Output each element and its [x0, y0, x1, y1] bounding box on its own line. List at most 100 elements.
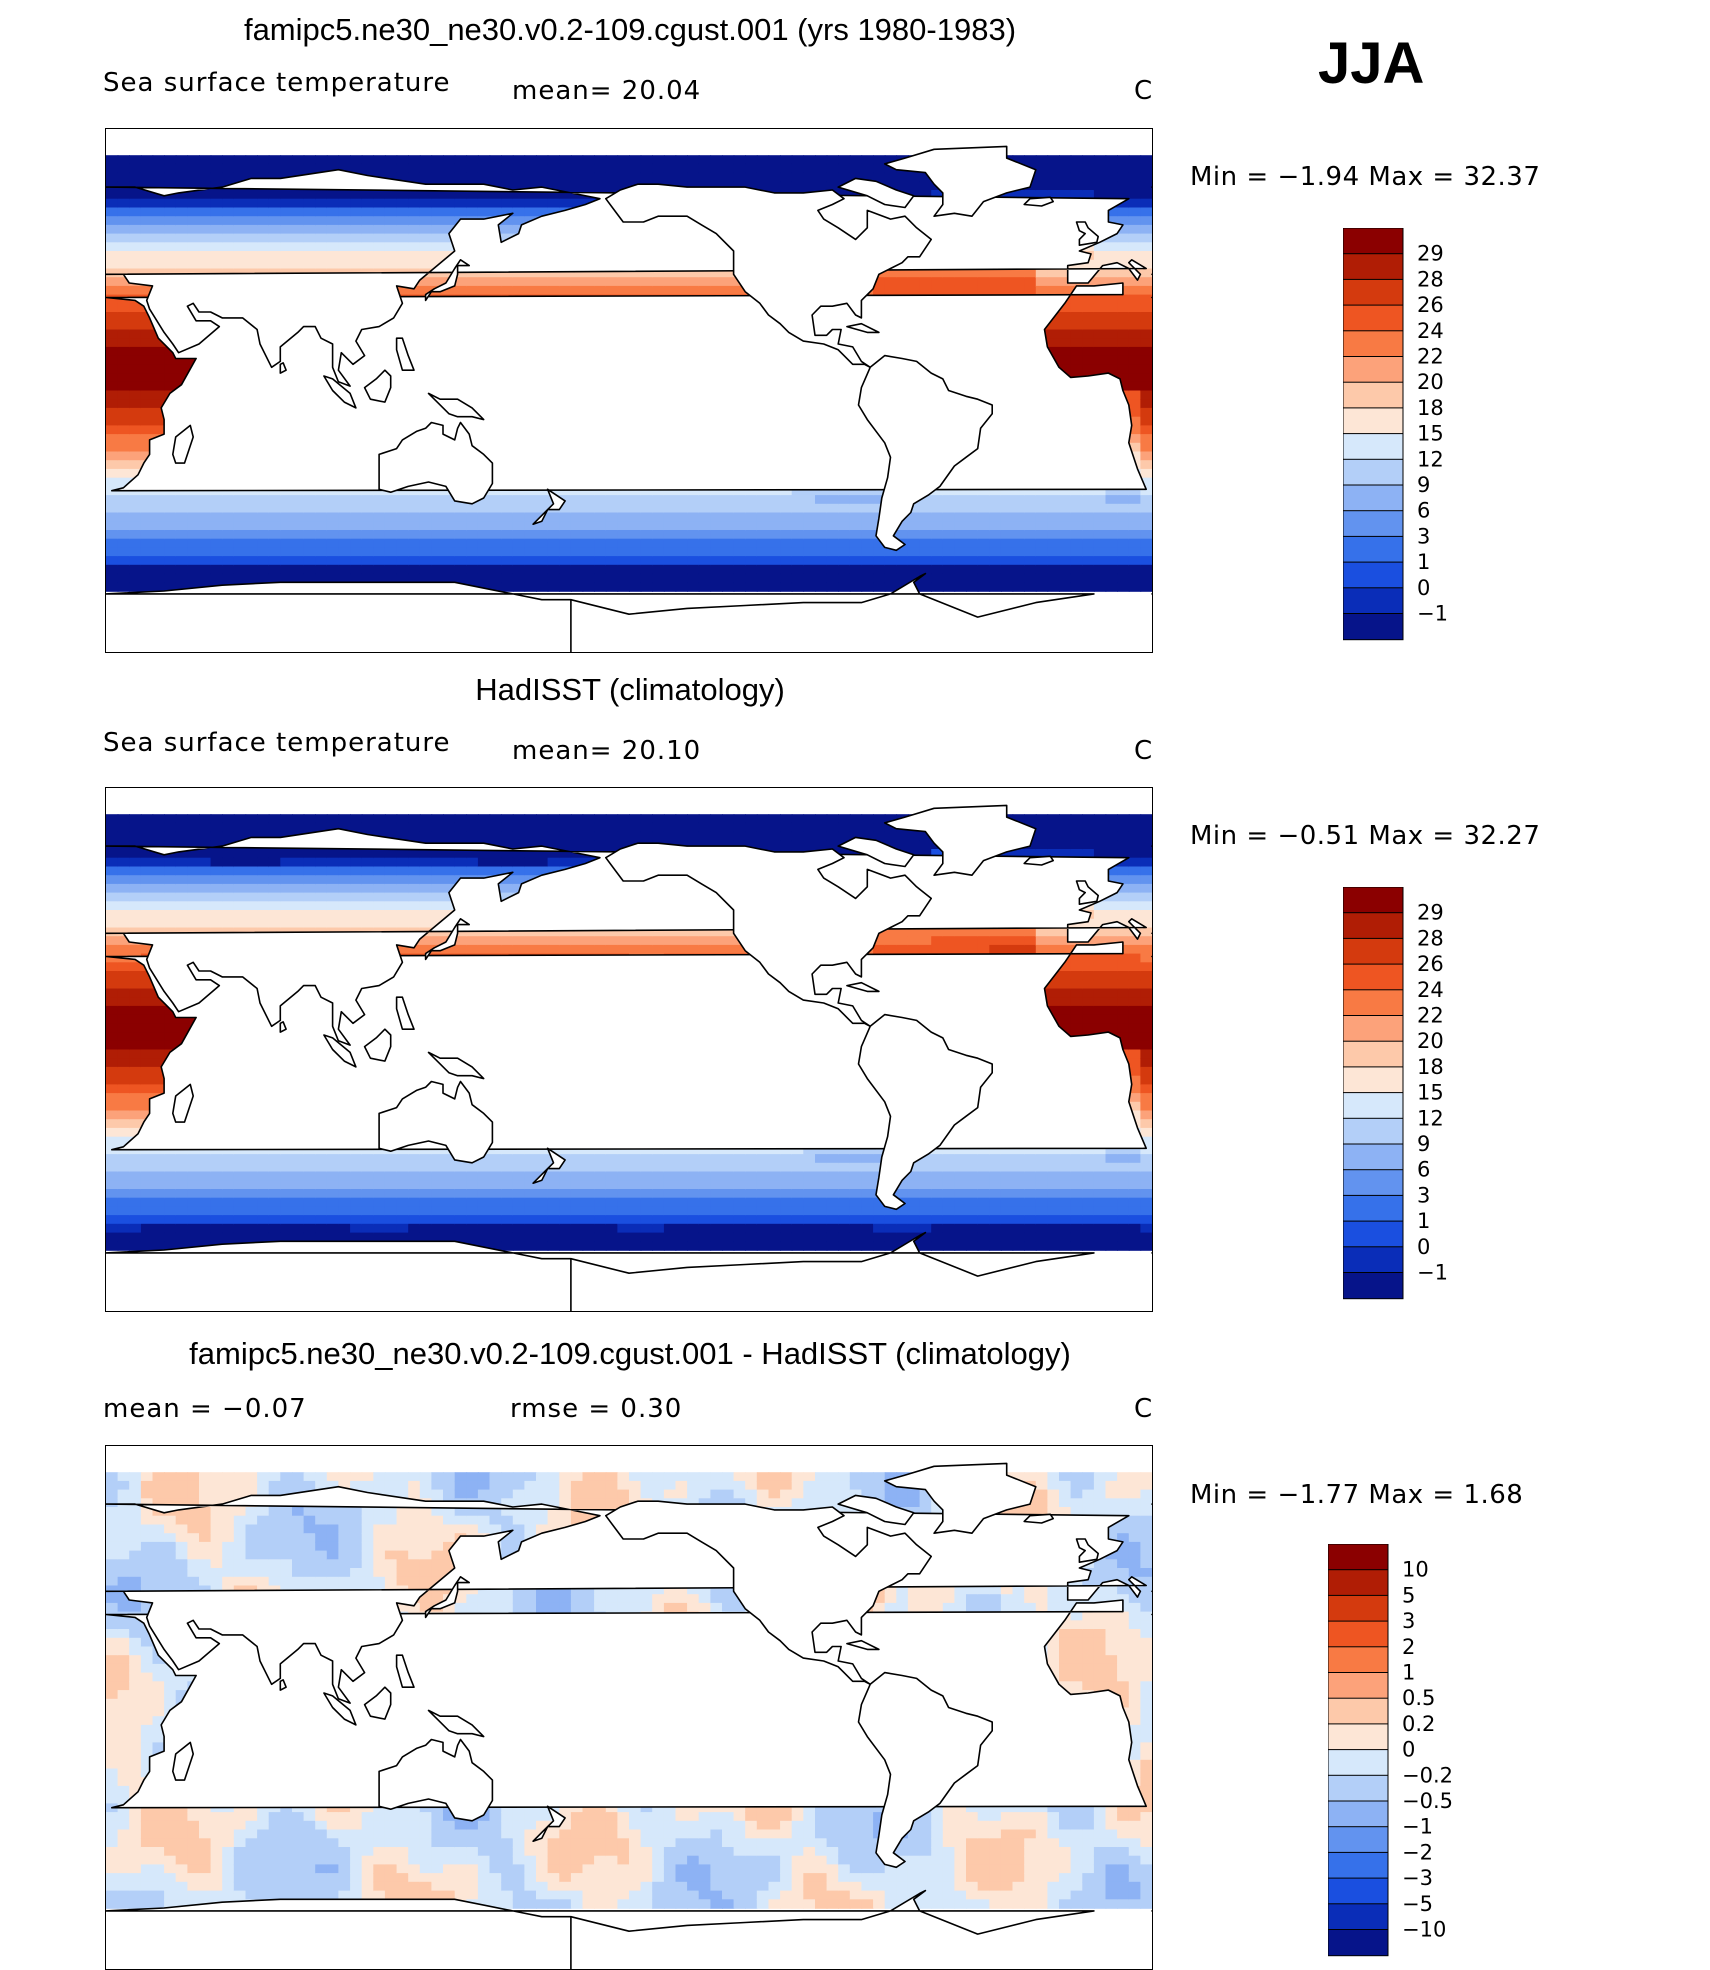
panel1-variable-label: Sea surface temperature: [103, 68, 450, 98]
colorbar-tick-label: −1: [1417, 1261, 1448, 1285]
colorbar-swatch: [1343, 331, 1403, 357]
colorbar-swatch: [1328, 1724, 1388, 1750]
colorbar-swatch: [1328, 1801, 1388, 1827]
colorbar-tick-label: 2: [1402, 1635, 1415, 1659]
colorbar-swatch: [1328, 1698, 1388, 1724]
colorbar-swatch: [1343, 614, 1403, 640]
colorbar-swatch: [1343, 305, 1403, 331]
colorbar-tick-label: −5: [1402, 1892, 1433, 1916]
colorbar-swatch: [1343, 1170, 1403, 1196]
colorbar-swatch: [1343, 228, 1403, 254]
panel1-units: C: [1134, 76, 1153, 106]
panel1-title: famipc5.ne30_ne30.v0.2-109.cgust.001 (yr…: [105, 12, 1155, 48]
colorbar-swatch: [1343, 1041, 1403, 1067]
colorbar-tick-label: 12: [1417, 1106, 1444, 1130]
panel2-map-svg: [106, 788, 1152, 1311]
colorbar-swatch: [1328, 1750, 1388, 1776]
panel1-map: [105, 128, 1153, 653]
colorbar-swatch: [1328, 1570, 1388, 1596]
panel2-variable-label: Sea surface temperature: [103, 728, 450, 758]
colorbar-swatch: [1328, 1827, 1388, 1853]
colorbar-tick-label: −3: [1402, 1866, 1433, 1890]
colorbar-tick-label: 3: [1417, 1183, 1430, 1207]
panel1-map-svg: [106, 129, 1152, 652]
colorbar-tick-label: 12: [1417, 447, 1444, 471]
colorbar-tick-label: 15: [1417, 1081, 1444, 1105]
colorbar-swatch: [1328, 1595, 1388, 1621]
panel3-title: famipc5.ne30_ne30.v0.2-109.cgust.001 - H…: [105, 1336, 1155, 1372]
colorbar-swatch: [1343, 536, 1403, 562]
colorbar-tick-label: 3: [1417, 524, 1430, 548]
colorbar-tick-label: 9: [1417, 1132, 1430, 1156]
colorbar-swatch: [1343, 938, 1403, 964]
colorbar-tick-label: 24: [1417, 319, 1444, 343]
colorbar-tick-label: 3: [1402, 1609, 1415, 1633]
colorbar-swatch: [1328, 1621, 1388, 1647]
colorbar-swatch: [1328, 1544, 1388, 1570]
panel2-minmax: Min = −0.51 Max = 32.27: [1190, 821, 1540, 851]
panel2-units: C: [1134, 736, 1153, 766]
colorbar-tick-label: 28: [1417, 267, 1444, 291]
colorbar-tick-label: 0: [1417, 1235, 1430, 1259]
colorbar-swatch: [1343, 485, 1403, 511]
colorbar-tick-label: 18: [1417, 396, 1444, 420]
panel2-mean: mean= 20.10: [512, 736, 701, 766]
colorbar-tick-label: 26: [1417, 952, 1444, 976]
colorbar-tick-label: −2: [1402, 1840, 1433, 1864]
colorbar-swatch: [1328, 1775, 1388, 1801]
colorbar-tick-label: −1: [1417, 602, 1448, 626]
colorbar-swatch: [1343, 1273, 1403, 1299]
colorbar-swatch: [1343, 434, 1403, 460]
panel3-units: C: [1134, 1394, 1153, 1424]
colorbar-swatch: [1343, 990, 1403, 1016]
colorbar-tick-label: 29: [1417, 901, 1444, 925]
colorbar-swatch: [1343, 1144, 1403, 1170]
colorbar-tick-label: 15: [1417, 422, 1444, 446]
panel3-map: [105, 1445, 1153, 1970]
colorbar-tick-label: 9: [1417, 473, 1430, 497]
panel1-minmax: Min = −1.94 Max = 32.37: [1190, 162, 1540, 192]
colorbar-tick-label: 1: [1417, 1209, 1430, 1233]
panel2-map: [105, 787, 1153, 1312]
colorbar-swatch: [1328, 1852, 1388, 1878]
panel2-title: HadISST (climatology): [105, 672, 1155, 708]
panel3-map-svg: [106, 1446, 1152, 1969]
colorbar-swatch: [1343, 1093, 1403, 1119]
colorbar-swatch: [1343, 1016, 1403, 1042]
colorbar-tick-label: 1: [1402, 1661, 1415, 1685]
panel1-mean: mean= 20.04: [512, 76, 701, 106]
colorbar-swatch: [1343, 887, 1403, 913]
colorbar-swatch: [1343, 408, 1403, 434]
colorbar-tick-label: 10: [1402, 1558, 1429, 1582]
colorbar-tick-label: 0: [1417, 576, 1430, 600]
colorbar-tick-label: 24: [1417, 978, 1444, 1002]
panel3-rmse: rmse = 0.30: [510, 1394, 682, 1424]
colorbar-swatch: [1343, 1247, 1403, 1273]
colorbar-tick-label: 6: [1417, 1158, 1430, 1182]
colorbar-tick-label: 0.5: [1402, 1686, 1435, 1710]
colorbar-tick-label: 20: [1417, 1029, 1444, 1053]
colorbar-swatch: [1343, 459, 1403, 485]
colorbar-swatch: [1343, 588, 1403, 614]
colorbar-swatch: [1328, 1647, 1388, 1673]
colorbar-swatch: [1328, 1930, 1388, 1956]
colorbar-swatch: [1328, 1878, 1388, 1904]
colorbar-swatch: [1343, 1118, 1403, 1144]
colorbar-tick-label: 6: [1417, 499, 1430, 523]
season-label: JJA: [1318, 30, 1424, 97]
colorbar-swatch: [1328, 1673, 1388, 1699]
colorbar-tick-label: 0: [1402, 1738, 1415, 1762]
colorbar-swatch: [1343, 1195, 1403, 1221]
colorbar-swatch: [1343, 913, 1403, 939]
colorbar-tick-label: −0.5: [1402, 1789, 1453, 1813]
colorbar-tick-label: 22: [1417, 1004, 1444, 1028]
colorbar-swatch: [1328, 1904, 1388, 1930]
colorbar-tick-label: 18: [1417, 1055, 1444, 1079]
colorbar-tick-label: 29: [1417, 242, 1444, 266]
colorbar-tick-label: 26: [1417, 293, 1444, 317]
colorbar-tick-label: 0.2: [1402, 1712, 1435, 1736]
